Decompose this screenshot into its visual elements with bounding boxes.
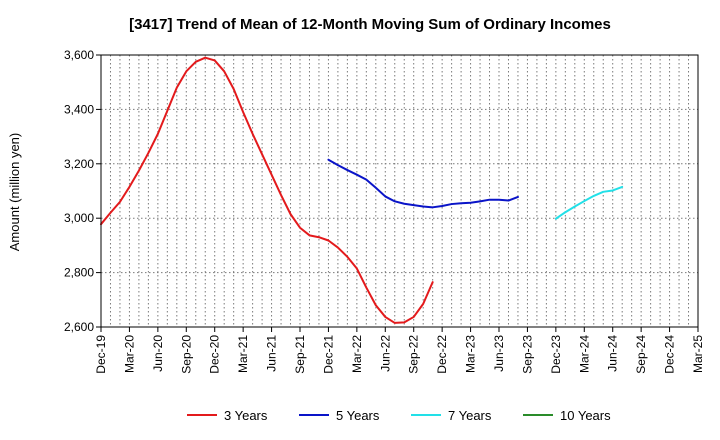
y-axis-label: Amount (million yen)	[7, 133, 22, 252]
chart-title: [3417] Trend of Mean of 12-Month Moving …	[129, 16, 611, 33]
y-tick-label: 3,000	[64, 211, 94, 225]
x-tick-label: Dec-23	[549, 335, 563, 374]
legend-label-10-years: 10 Years	[560, 408, 611, 423]
series-line-3-years	[100, 56, 434, 324]
legend-label-7-years: 7 Years	[448, 408, 492, 423]
x-tick-label: Sep-23	[520, 335, 534, 374]
x-tick-label: Mar-25	[691, 335, 705, 373]
x-tick-label: Jun-24	[606, 335, 620, 372]
legend-label-5-years: 5 Years	[336, 408, 380, 423]
x-tick-label: Dec-20	[208, 335, 222, 374]
plot-frame	[100, 54, 699, 328]
y-tick-label: 3,600	[64, 48, 94, 62]
plot-area: 2,600 2,800 3,000 3,200 3,400 3,600 Dec-19 Mar-…	[64, 48, 705, 374]
y-tick-label: 3,400	[64, 102, 94, 116]
x-tick-label: Mar-24	[577, 335, 591, 373]
x-tick-label: Mar-21	[236, 335, 250, 373]
y-tick-label: 2,800	[64, 266, 94, 280]
x-tick-label: Dec-22	[435, 335, 449, 374]
x-tick-label: Dec-24	[663, 335, 677, 374]
x-tick-label: Mar-22	[350, 335, 364, 373]
x-tick-label: Jun-23	[492, 335, 506, 372]
x-tick-label: Mar-23	[464, 335, 478, 373]
legend: 3 Years 5 Years 7 Years 10 Years	[187, 408, 611, 423]
x-tick-label: Dec-21	[321, 335, 335, 374]
x-tick-label: Mar-20	[122, 335, 136, 373]
x-tick-label: Sep-24	[634, 335, 648, 374]
x-tick-label: Jun-20	[151, 335, 165, 372]
x-tick-label: Jun-22	[378, 335, 392, 372]
x-tick-label: Jun-21	[265, 335, 279, 372]
plot-background	[101, 55, 698, 327]
x-tick-label: Dec-19	[94, 335, 108, 374]
series-line-7-years	[554, 185, 624, 220]
x-tick-label: Sep-22	[407, 335, 421, 374]
y-tick-label: 3,200	[64, 157, 94, 171]
series-line-5-years	[327, 158, 519, 209]
x-tick-label: Sep-21	[293, 335, 307, 374]
x-tick-label: Sep-20	[179, 335, 193, 374]
y-tick-label: 2,600	[64, 320, 94, 334]
legend-label-3-years: 3 Years	[224, 408, 268, 423]
